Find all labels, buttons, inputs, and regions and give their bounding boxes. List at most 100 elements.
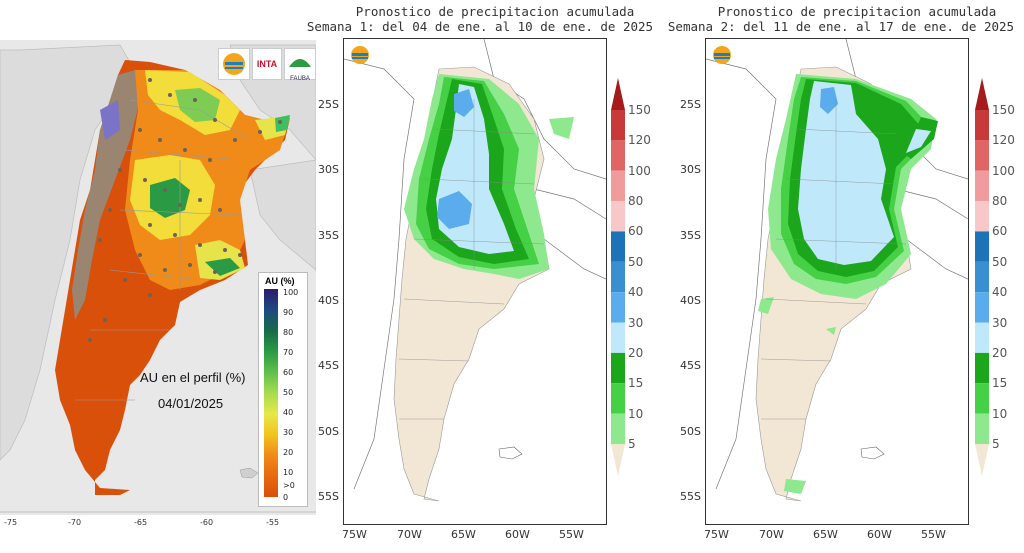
au-legend: AU (%) 100 90 80 70 60 50 40 30 20 10 >0… (258, 272, 308, 507)
au-tick: 40 (283, 408, 294, 417)
colorbar-bin (975, 201, 989, 232)
colorbar-bin (611, 292, 625, 323)
logo-circle-icon (218, 48, 250, 80)
panel2-lat-label: 50S (680, 425, 701, 438)
colorbar-label: 5 (992, 437, 1000, 451)
left-x-tick: -75 (4, 518, 18, 527)
panel1-lon-label: 55W (559, 528, 584, 541)
colorbar-bin (611, 110, 625, 141)
panel1-lon-label: 65W (451, 528, 476, 541)
au-legend-bar (264, 289, 278, 497)
inta-logo: INTA (252, 48, 282, 80)
colorbar-label: 15 (628, 376, 644, 391)
au-tick: 80 (283, 328, 294, 337)
panel2-map (706, 39, 968, 502)
fauba-logo: FAUBA (284, 48, 316, 82)
au-tick: 30 (283, 428, 294, 437)
au-tick: 10 (283, 468, 294, 477)
colorbar-label: 40 (992, 285, 1008, 300)
panel2-map-frame (705, 38, 969, 525)
colorbar-label: 50 (992, 254, 1008, 269)
panel1-logo-icon (349, 44, 371, 66)
colorbar-label: 80 (992, 194, 1008, 209)
panel2-lat-label: 55S (680, 490, 701, 503)
colorbar-bin (611, 140, 625, 171)
panel1-colorbar (611, 78, 625, 476)
colorbar-label: 80 (628, 194, 644, 209)
panel2-lat-label: 30S (680, 163, 701, 176)
left-x-tick: -55 (266, 518, 280, 527)
colorbar-bin (975, 170, 989, 202)
panel1-lon-label: 60W (505, 528, 530, 541)
panel2-lon-label: 65W (813, 528, 838, 541)
au-tick: 90 (283, 308, 294, 317)
panel1-lat-label: 35S (318, 229, 339, 242)
colorbar-label: 150 (628, 103, 651, 117)
colorbar-label: 40 (628, 285, 644, 300)
colorbar-bin (975, 261, 989, 293)
colorbar-label: 5 (628, 437, 636, 451)
panel1-map-frame (343, 38, 607, 525)
panel2-logo-icon (711, 44, 733, 66)
au-tick: 0 (283, 493, 289, 502)
au-tick: 50 (283, 388, 294, 397)
soil-water-map-graphic (0, 44, 317, 513)
panel2-title-line1: Pronostico de precipitacion acumulada (717, 4, 997, 19)
colorbar-label: 10 (992, 406, 1008, 421)
panel1-lat-label: 45S (318, 359, 339, 372)
panel1-title-line1: Pronostico de precipitacion acumulada (355, 4, 635, 19)
panel1-lat-label: 25S (318, 98, 339, 111)
colorbar-bin (975, 413, 989, 444)
colorbar-bin (611, 170, 625, 202)
colorbar-label: 150 (992, 103, 1015, 117)
colorbar-label: 100 (628, 163, 651, 178)
panel2-lat-label: 45S (680, 359, 701, 372)
panel2-lon-label: 70W (759, 528, 784, 541)
fauba-logo-text: FAUBA (290, 76, 310, 82)
panel2-lat-label: 35S (680, 229, 701, 242)
colorbar-bin (611, 201, 625, 232)
panel1-lat-label: 40S (318, 294, 339, 307)
colorbar-bin (611, 322, 625, 353)
panel1-lat-label: 50S (318, 425, 339, 438)
colorbar-label: 120 (992, 133, 1015, 148)
colorbar-top-arrow (611, 78, 625, 110)
au-tick: 100 (283, 288, 299, 297)
colorbar-bin (975, 231, 989, 262)
colorbar-label: 30 (628, 315, 644, 330)
left-x-tick: -60 (200, 518, 214, 527)
colorbar-bottom-arrow (975, 444, 989, 476)
colorbar-bin (975, 140, 989, 171)
panel1-lon-label: 70W (397, 528, 422, 541)
panel1-lat-label: 30S (318, 163, 339, 176)
colorbar-label: 60 (992, 224, 1008, 239)
panel1-lon-label: 75W (342, 528, 367, 541)
panel2-lat-label: 25S (680, 98, 701, 111)
colorbar-bin (975, 352, 989, 384)
panel2-lon-label: 75W (704, 528, 729, 541)
colorbar-label: 15 (992, 376, 1008, 391)
panel1-lat-label: 55S (318, 490, 339, 503)
colorbar-label: 10 (628, 406, 644, 421)
panel2-title-line2: Semana 2: del 11 de ene. al 17 de ene. d… (667, 19, 1015, 34)
colorbar-bin (611, 383, 625, 414)
au-caption-title: AU en el perfil (%) (140, 370, 246, 385)
colorbar-label: 60 (628, 224, 644, 239)
colorbar-label: 20 (628, 345, 644, 360)
au-tick: 70 (283, 348, 294, 357)
colorbar-bin (611, 231, 625, 262)
panel2-colorbar-graphic (975, 78, 989, 476)
colorbar-bin (975, 292, 989, 323)
panel2-lon-label: 60W (867, 528, 892, 541)
au-tick: 20 (283, 448, 294, 457)
colorbar-label: 30 (992, 315, 1008, 330)
au-tick: 60 (283, 368, 294, 377)
soil-water-map: INTA FAUBA AU (%) 100 90 80 70 60 50 40 … (0, 40, 317, 515)
panel1-colorbar-graphic (611, 78, 625, 476)
left-x-tick: -70 (68, 518, 82, 527)
colorbar-bin (611, 352, 625, 384)
colorbar-bottom-arrow (611, 444, 625, 476)
panel2-colorbar (975, 78, 989, 476)
colorbar-bin (975, 110, 989, 141)
colorbar-bin (611, 413, 625, 444)
